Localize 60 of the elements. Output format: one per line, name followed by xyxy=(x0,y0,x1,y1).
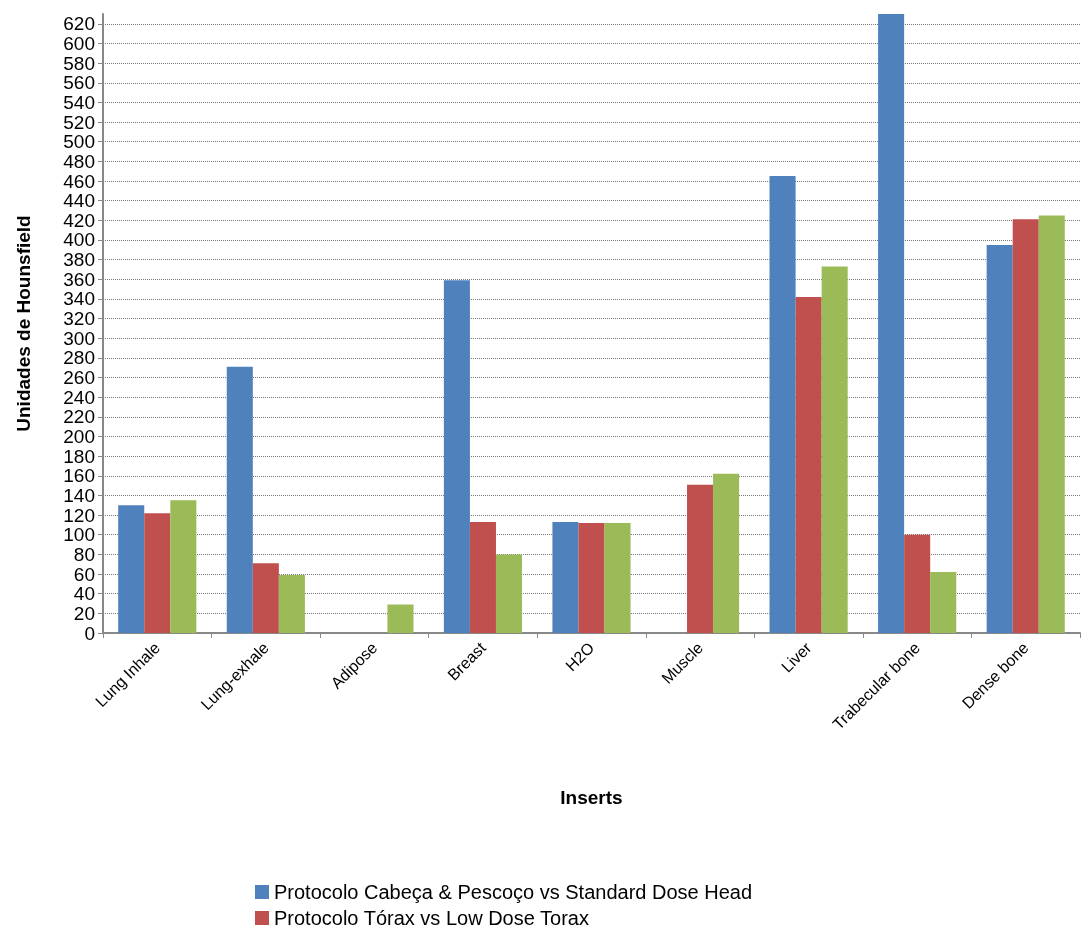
y-tick-label: 140 xyxy=(63,484,95,506)
bar xyxy=(552,521,579,633)
bar xyxy=(118,505,145,633)
bar xyxy=(1012,219,1039,633)
y-tick-label: 500 xyxy=(63,131,95,153)
bar xyxy=(687,484,714,633)
bar xyxy=(443,280,470,633)
x-axis-title: Inserts xyxy=(560,787,623,808)
bar xyxy=(986,244,1013,633)
y-tick-label: 440 xyxy=(63,190,95,212)
y-tick-label: 160 xyxy=(63,465,95,487)
y-tick-label: 620 xyxy=(63,13,95,35)
y-tick-label: 580 xyxy=(63,52,95,74)
y-tick-label: 60 xyxy=(73,563,95,585)
bar xyxy=(904,534,931,633)
y-tick-label: 540 xyxy=(63,91,95,113)
y-tick-label: 200 xyxy=(63,425,95,447)
y-tick-label: 340 xyxy=(63,288,95,310)
y-tick-label: 600 xyxy=(63,32,95,54)
y-tick-label: 260 xyxy=(63,367,95,389)
y-tick-label: 100 xyxy=(63,524,95,546)
y-tick-label: 320 xyxy=(63,308,95,330)
legend-label: Protocolo Tórax vs Low Dose Torax xyxy=(274,907,589,929)
y-tick-label: 300 xyxy=(63,327,95,349)
y-tick-label: 560 xyxy=(63,72,95,94)
bar xyxy=(252,563,279,633)
bar xyxy=(170,500,197,633)
y-tick-label: 380 xyxy=(63,249,95,271)
y-tick-label: 220 xyxy=(63,406,95,428)
y-tick-label: 80 xyxy=(73,543,95,565)
y-axis-title: Unidades de Hounsfield xyxy=(13,215,34,432)
bar xyxy=(930,572,957,633)
bar xyxy=(1038,215,1065,633)
y-tick-label: 180 xyxy=(63,445,95,467)
bar xyxy=(278,575,305,633)
bar xyxy=(578,522,605,633)
y-tick-label: 360 xyxy=(63,268,95,290)
bar xyxy=(769,176,796,633)
bar xyxy=(878,14,905,633)
bar xyxy=(713,473,740,633)
bar xyxy=(226,366,253,633)
bar xyxy=(144,513,171,633)
y-tick-label: 520 xyxy=(63,111,95,133)
y-tick-label: 480 xyxy=(63,150,95,172)
legend-label: Protocolo Cabeça & Pescoço vs Standard Dose Head xyxy=(274,881,753,903)
bar xyxy=(495,554,523,633)
y-tick-label: 40 xyxy=(73,583,95,605)
y-tick-label: 280 xyxy=(63,347,95,369)
bar xyxy=(469,521,496,633)
bar xyxy=(604,522,631,633)
bar xyxy=(795,296,822,633)
y-tick-label: 400 xyxy=(63,229,95,251)
y-tick-label: 20 xyxy=(73,602,95,624)
y-tick-label: 240 xyxy=(63,386,95,408)
bar xyxy=(387,604,414,633)
y-tick-label: 120 xyxy=(63,504,95,526)
y-tick-label: 0 xyxy=(84,622,95,644)
y-tick-label: 460 xyxy=(63,170,95,192)
bar xyxy=(821,266,848,633)
y-tick-label: 420 xyxy=(63,209,95,231)
